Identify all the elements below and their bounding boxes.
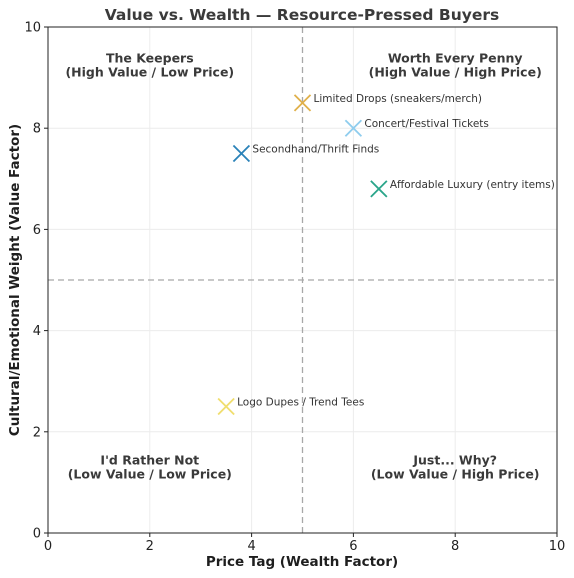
x-tick-label: 6 — [349, 539, 357, 554]
data-points: Limited Drops (sneakers/merch) Concert/Fe… — [217, 93, 555, 416]
x-tick-label: 2 — [146, 539, 154, 554]
y-tick-label: 6 — [33, 223, 41, 238]
quadrant-label-top-right-title: Worth Every Penny — [388, 50, 523, 65]
x-axis-label: Price Tag (Wealth Factor) — [206, 554, 398, 570]
point-label: Secondhand/Thrift Finds — [252, 144, 379, 156]
data-point: Logo Dupes / Trend Tees — [217, 397, 364, 416]
y-tick-label: 0 — [33, 527, 41, 542]
quadrant-label-bottom-left-title: I'd Rather Not — [100, 453, 199, 468]
point-marker — [344, 119, 363, 137]
quadrant-label-bottom-right-title: Just... Why? — [412, 453, 497, 468]
point-label: Limited Drops (sneakers/merch) — [314, 93, 482, 105]
quadrant-label-top-right-subtitle: (High Value / High Price) — [369, 64, 542, 79]
point-marker — [370, 180, 388, 198]
plot-area — [47, 26, 558, 534]
data-point: Concert/Festival Tickets — [344, 118, 489, 137]
quadrant-dividers — [48, 27, 557, 533]
quadrant-label-bottom-left-subtitle: (Low Value / Low Price) — [68, 467, 232, 482]
x-tick-label: 8 — [451, 539, 459, 554]
chart-title: Value vs. Wealth — Resource-Pressed Buye… — [105, 6, 500, 24]
data-point: Limited Drops (sneakers/merch) — [293, 93, 482, 112]
data-point: Affordable Luxury (entry items) — [370, 179, 555, 198]
x-tick-label: 10 — [549, 539, 566, 554]
quadrant-label-top-left-subtitle: (High Value / Low Price) — [65, 64, 234, 79]
quadrant-label-top-left-title: The Keepers — [106, 50, 194, 65]
data-point: Secondhand/Thrift Finds — [232, 144, 379, 163]
point-label: Concert/Festival Tickets — [364, 118, 488, 130]
quadrant-labels: The Keepers(High Value / Low Price) Worth… — [65, 50, 541, 481]
point-label: Logo Dupes / Trend Tees — [237, 397, 364, 409]
point-marker — [232, 144, 251, 163]
point-marker — [217, 397, 235, 416]
y-tick-label: 2 — [33, 425, 41, 440]
x-tick-label: 0 — [44, 539, 52, 554]
y-tick-label: 4 — [33, 324, 41, 339]
point-label: Affordable Luxury (entry items) — [390, 179, 555, 191]
point-marker — [293, 94, 312, 112]
quadrant-label-bottom-right-subtitle: (Low Value / High Price) — [371, 467, 540, 482]
y-tick-label: 8 — [33, 122, 41, 137]
y-axis-label: Cultural/Emotional Weight (Value Factor) — [7, 124, 23, 436]
y-tick-label: 10 — [24, 21, 41, 36]
axis-ticks: 0 2 4 6 8 10 0 2 4 6 8 10 — [24, 21, 565, 555]
x-tick-label: 4 — [247, 539, 255, 554]
